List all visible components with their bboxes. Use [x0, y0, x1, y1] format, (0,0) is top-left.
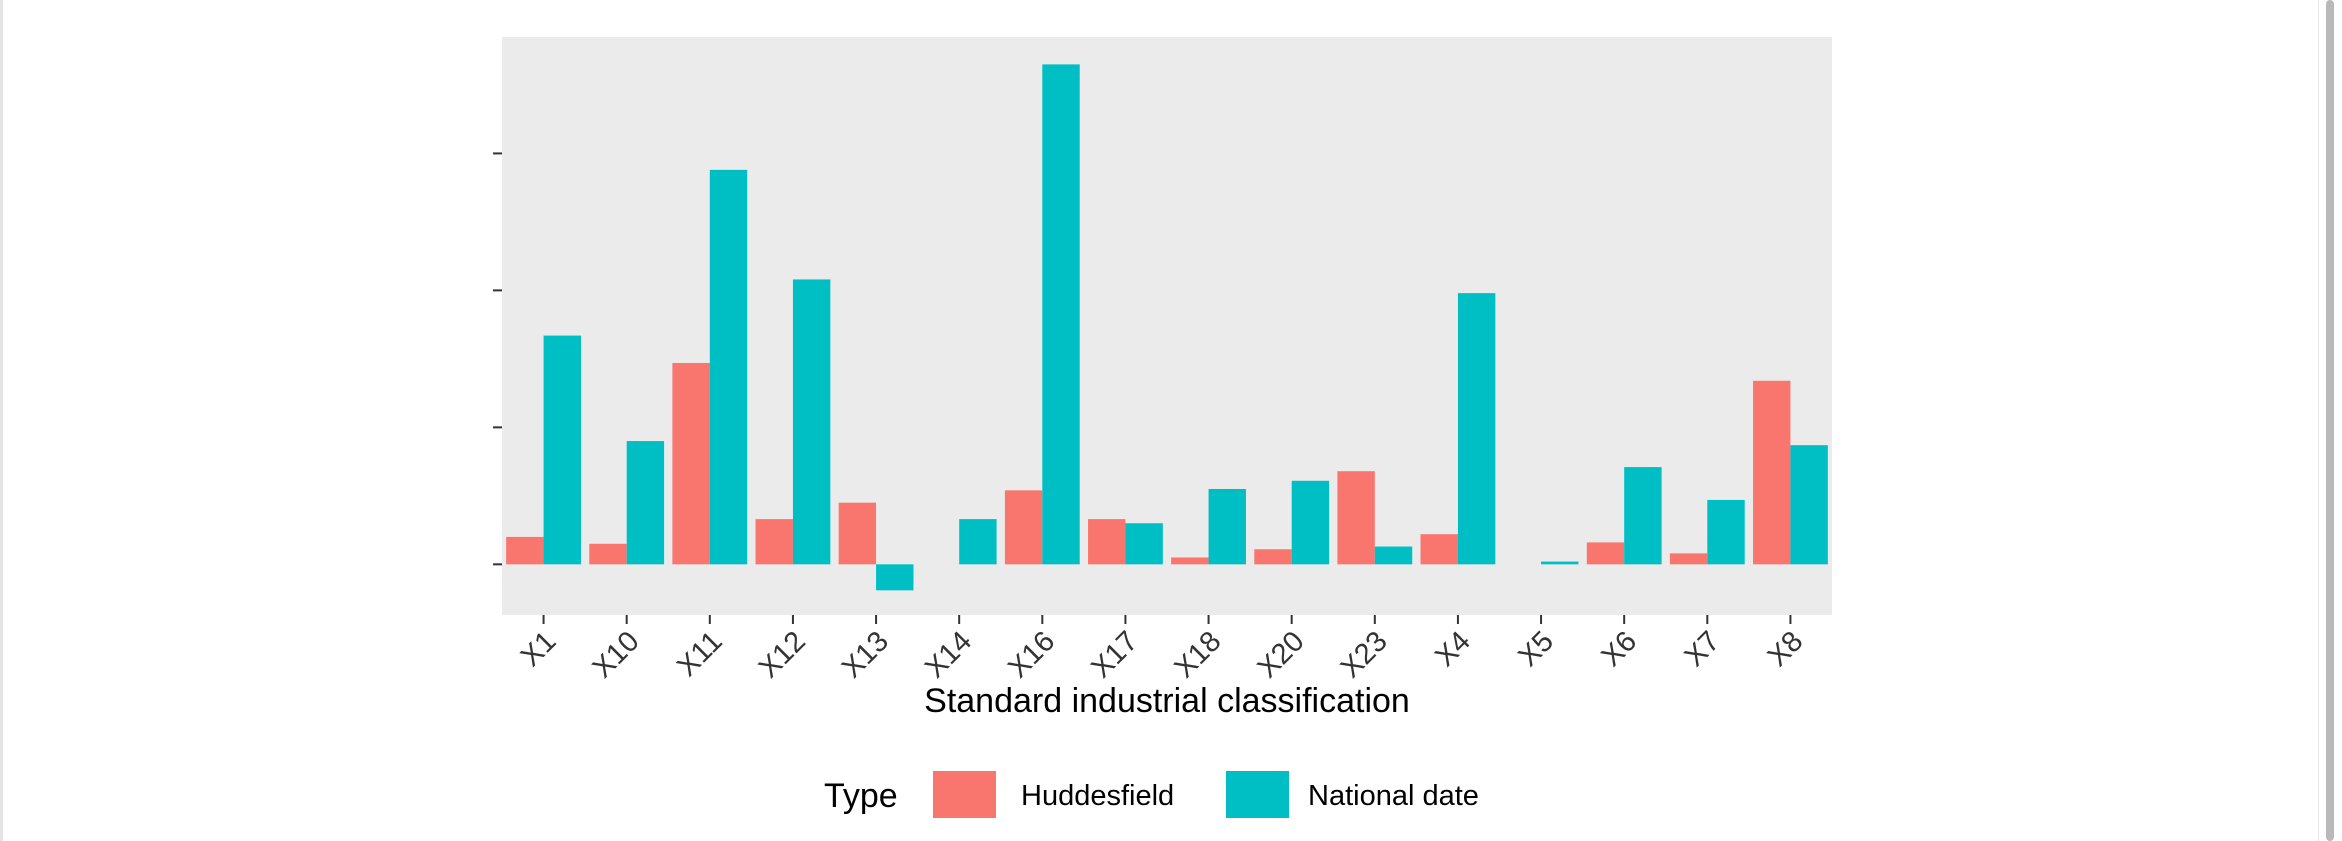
bar-x20-national-date [1291, 480, 1330, 565]
bar-x18-huddesfield [1171, 557, 1209, 565]
x-tick-label-x7: X7 [1679, 625, 1727, 673]
legend-key-huddesfield [933, 771, 996, 818]
x-tick-label-x10: X10 [587, 625, 646, 684]
bar-x23-huddesfield [1337, 471, 1375, 565]
bar-x11-national-date [709, 169, 748, 565]
bar-x5-national-date [1541, 561, 1579, 565]
bar-x7-huddesfield [1669, 553, 1708, 565]
legend-label-national-date: National date [1308, 780, 1479, 812]
x-tick-label-x8: X8 [1762, 625, 1810, 673]
x-tick-label-x1: X1 [515, 625, 563, 673]
x-tick-label-x20: X20 [1252, 625, 1311, 684]
legend: Type Huddesfield National date [824, 771, 1479, 818]
bar-x13-huddesfield [838, 502, 877, 565]
legend-title: Type [824, 777, 898, 815]
bar-x8-huddesfield [1753, 380, 1791, 565]
bar-x12-huddesfield [755, 519, 793, 565]
y-axis-ticks [493, 152, 502, 566]
x-tick-label-x14: X14 [919, 625, 978, 684]
bar-x11-huddesfield [672, 362, 710, 565]
x-tick-label-x17: X17 [1085, 625, 1144, 684]
x-tick-label-x23: X23 [1335, 625, 1394, 684]
bar-x17-huddesfield [1088, 519, 1126, 565]
bar-x17-national-date [1125, 523, 1163, 565]
bar-x8-national-date [1790, 445, 1828, 565]
bars-group [506, 64, 1828, 591]
x-tick-label-x4: X4 [1429, 625, 1477, 673]
x-axis-tick-labels: X1 X10 X11 X12 X13 X14 X16 X17 X18 X20 X23 X4 X5 X6 X7… [515, 625, 1810, 684]
bar-x16-national-date [1042, 64, 1080, 565]
bar-x6-national-date [1624, 467, 1662, 565]
bar-x14-national-date [959, 519, 997, 565]
x-tick-label-x11: X11 [671, 625, 729, 683]
x-tick-label-x5: X5 [1512, 625, 1560, 673]
x-tick-label-x18: X18 [1168, 625, 1227, 684]
x-tick-label-x12: X12 [753, 625, 812, 684]
bar-x13-national-date [876, 564, 914, 591]
bar-x23-national-date [1374, 546, 1413, 565]
scrollbar-thumb[interactable] [2326, 0, 2334, 841]
x-axis-title: Standard industrial classification [924, 682, 1410, 720]
bar-x7-national-date [1707, 499, 1745, 565]
bar-x4-national-date [1457, 293, 1496, 565]
x-tick-label-x16: X16 [1002, 625, 1061, 684]
viewer-left-border [0, 0, 3, 841]
bar-x18-national-date [1208, 488, 1246, 565]
bar-x20-huddesfield [1254, 549, 1292, 565]
x-tick-label-x13: X13 [836, 625, 895, 684]
bar-x12-national-date [792, 279, 831, 565]
x-axis-ticks [542, 615, 1792, 624]
bar-x1-national-date [543, 335, 581, 565]
bar-x1-huddesfield [506, 536, 544, 565]
legend-label-huddesfield: Huddesfield [1021, 780, 1174, 812]
bar-x10-huddesfield [589, 543, 627, 565]
bar-x10-national-date [626, 441, 665, 565]
legend-key-national-date [1226, 771, 1289, 818]
bar-x6-huddesfield [1586, 542, 1625, 565]
bar-x16-huddesfield [1004, 490, 1043, 565]
bar-x4-huddesfield [1420, 534, 1458, 565]
x-tick-label-x6: X6 [1595, 625, 1643, 673]
legend-items: Huddesfield National date [933, 771, 1479, 818]
